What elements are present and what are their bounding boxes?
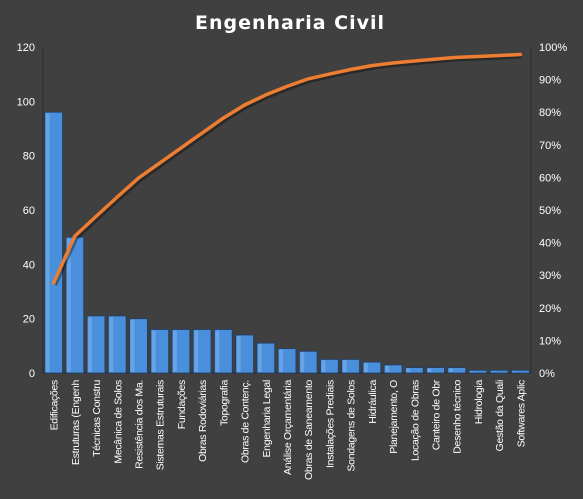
bar [468, 369, 488, 374]
bar-highlight [321, 360, 326, 372]
bar-highlight [257, 344, 262, 372]
cumulative-line [51, 52, 523, 285]
x-tick-label: Técnicas Constru [91, 380, 103, 457]
bar-highlight [448, 368, 453, 372]
x-tick-label: Mecânica de Solos [112, 380, 124, 464]
y2-tick-label: 20% [539, 303, 561, 315]
x-tick-label: Sondagens de Solos [346, 380, 358, 472]
bar-highlight [130, 319, 135, 372]
x-tick-label: Sistemas Estruturais [155, 380, 167, 470]
bar [383, 364, 403, 374]
line-shadow [53, 54, 522, 286]
x-tick-label: Desenho técnico [452, 380, 464, 454]
bar-highlight [491, 371, 496, 372]
bar-highlight [88, 316, 92, 372]
x-tick-label: Instalações Prediais [324, 380, 336, 468]
bar [404, 367, 424, 374]
x-tick-label: Topografia [218, 380, 230, 426]
y2-axis-ticks: 0% 10% 20% 30% 40% 50% 60% 70% 80% 90% 100% [539, 42, 567, 380]
y2-tick-label: 50% [539, 205, 561, 217]
y2-tick-label: 10% [539, 335, 561, 347]
bar-highlight [427, 368, 432, 372]
y-tick-label: 80 [23, 151, 35, 163]
x-tick-label: Fundações [176, 380, 188, 429]
y-tick-label: 20 [23, 314, 35, 326]
x-tick-label: Resistência dos Ma. [134, 380, 146, 469]
bar [426, 367, 445, 374]
x-axis-labels: Edificações Estruturas (Engenh Técnicas Co… [49, 379, 528, 480]
bar-series [44, 111, 530, 374]
bar-highlight [215, 330, 220, 372]
x-tick-label: Estruturas (Engenh [70, 380, 82, 466]
y2-tick-label: 40% [539, 238, 561, 250]
bar-highlight [236, 336, 241, 372]
x-tick-label: Planejamento, O [388, 380, 400, 454]
bar-highlight [300, 352, 305, 372]
bar-highlight [342, 360, 347, 372]
x-tick-label: Hidrologia [473, 380, 485, 425]
x-tick-label: Obras de Contenç. [240, 380, 252, 463]
x-tick-label: Locação de Obras [409, 380, 421, 461]
y2-tick-label: 100% [539, 42, 567, 54]
bar-highlight [385, 365, 390, 372]
bar [362, 361, 382, 374]
x-tick-label: Canteiro de Obr [431, 379, 443, 450]
bar-highlight [173, 330, 177, 372]
y-tick-label: 0 [29, 368, 35, 380]
bar-highlight [151, 330, 156, 372]
bar-highlight [512, 371, 517, 372]
y-tick-label: 40 [23, 259, 35, 271]
bar [447, 367, 466, 374]
y2-tick-label: 0% [539, 368, 555, 380]
y-tick-label: 60 [23, 205, 35, 217]
y2-tick-label: 60% [539, 172, 561, 184]
x-tick-label: Engenharia Legal [261, 380, 273, 458]
bar-highlight [406, 368, 411, 372]
bar-highlight [470, 371, 474, 372]
bar-highlight [109, 316, 114, 372]
x-tick-label: Obras de Saneamento [303, 380, 315, 480]
y-tick-label: 120 [17, 42, 35, 54]
y2-tick-label: 70% [539, 140, 561, 152]
x-tick-label: Gestão da Quali [494, 380, 506, 451]
bar-highlight [194, 330, 199, 372]
bar-highlight [45, 113, 50, 372]
chart-title: Engenharia Civil [195, 12, 385, 34]
bar-highlight [66, 238, 71, 372]
y2-tick-label: 90% [539, 75, 561, 87]
y2-tick-label: 30% [539, 270, 561, 282]
y2-tick-label: 80% [539, 107, 561, 119]
x-tick-label: Hidráulica [367, 380, 379, 424]
bar-highlight [279, 349, 283, 372]
y-tick-label: 100 [17, 96, 35, 108]
cumulative-line-series [51, 52, 523, 286]
x-tick-label: Análise Orçamentária [282, 380, 294, 475]
bar [511, 369, 530, 374]
x-tick-label: Obras Rodoviárias [197, 380, 209, 462]
bar [489, 369, 509, 374]
x-tick-label: Edificações [49, 380, 61, 430]
x-tick-label: Softwares Aplic [515, 380, 527, 447]
bar-highlight [364, 363, 368, 372]
y-axis-ticks: 0 20 40 60 80 100 120 [17, 42, 35, 380]
